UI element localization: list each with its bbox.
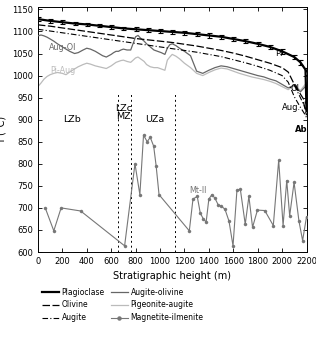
Y-axis label: T (°C): T (°C) [0, 116, 7, 144]
Text: Ol: Ol [291, 84, 300, 93]
Text: MZ: MZ [116, 112, 131, 121]
Text: Ab: Ab [295, 125, 308, 134]
Text: Aug.: Aug. [282, 103, 301, 112]
Text: Pi-Aug: Pi-Aug [51, 66, 76, 75]
X-axis label: Stratigraphic height (m): Stratigraphic height (m) [113, 271, 231, 282]
Legend: Plagioclase, Olivine, Augite, Augite-olivine, Pigeonite-augite, Magnetite-ilmeni: Plagioclase, Olivine, Augite, Augite-oli… [42, 288, 204, 322]
Text: Aug-Ol: Aug-Ol [49, 43, 76, 52]
Text: LZb: LZb [63, 115, 81, 124]
Text: Mt-Il: Mt-Il [190, 186, 207, 195]
Text: Pl: Pl [275, 49, 283, 58]
Text: LZc: LZc [115, 104, 132, 113]
Text: UZa: UZa [145, 115, 165, 124]
